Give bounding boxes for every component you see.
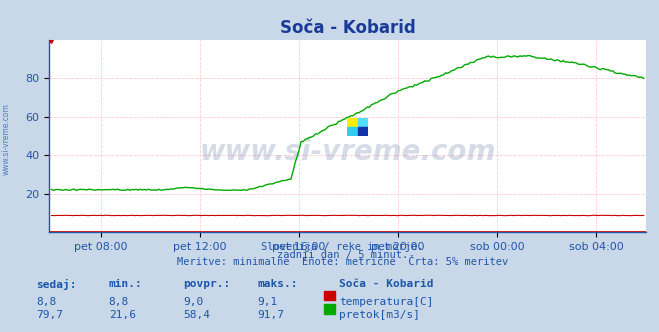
Title: Soča - Kobarid: Soča - Kobarid xyxy=(280,19,415,37)
Text: 8,8: 8,8 xyxy=(109,297,129,307)
Bar xyxy=(347,127,358,136)
Text: maks.:: maks.: xyxy=(257,279,297,289)
Text: pretok[m3/s]: pretok[m3/s] xyxy=(339,310,420,320)
Text: 21,6: 21,6 xyxy=(109,310,136,320)
Bar xyxy=(358,127,368,136)
Bar xyxy=(347,118,358,127)
Text: min.:: min.: xyxy=(109,279,142,289)
Text: www.si-vreme.com: www.si-vreme.com xyxy=(2,104,11,175)
Text: 58,4: 58,4 xyxy=(183,310,210,320)
Text: 9,0: 9,0 xyxy=(183,297,204,307)
Text: 8,8: 8,8 xyxy=(36,297,57,307)
Text: sedaj:: sedaj: xyxy=(36,279,76,290)
Text: Slovenija / reke in morje.: Slovenija / reke in morje. xyxy=(262,242,424,252)
Text: 79,7: 79,7 xyxy=(36,310,63,320)
Text: povpr.:: povpr.: xyxy=(183,279,231,289)
Bar xyxy=(358,118,368,127)
Text: zadnji dan / 5 minut.: zadnji dan / 5 minut. xyxy=(277,250,409,260)
Text: temperatura[C]: temperatura[C] xyxy=(339,297,434,307)
Text: 91,7: 91,7 xyxy=(257,310,284,320)
Text: 9,1: 9,1 xyxy=(257,297,277,307)
Text: www.si-vreme.com: www.si-vreme.com xyxy=(200,137,496,166)
Text: Soča - Kobarid: Soča - Kobarid xyxy=(339,279,434,289)
Text: Meritve: minimalne  Enote: metrične  Črta: 5% meritev: Meritve: minimalne Enote: metrične Črta:… xyxy=(177,257,508,267)
